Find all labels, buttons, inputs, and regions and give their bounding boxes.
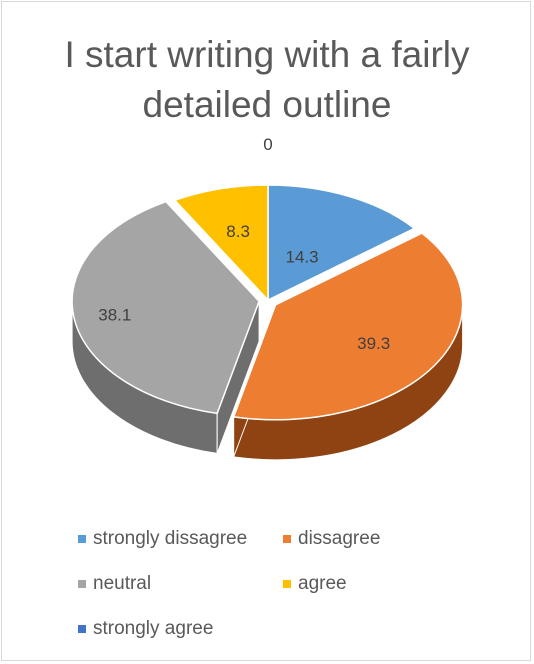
data-label-neutral: 38.1 (98, 306, 131, 325)
pie-data-labels: 14.3 39.3 38.1 8.3 0 (98, 135, 390, 353)
legend-label: strongly dissagree (93, 528, 248, 549)
legend-label: neutral (93, 573, 152, 594)
legend-item-dissagree: dissagree (283, 528, 380, 550)
pie-slice-neutral (71, 200, 260, 415)
data-label-strongly-agree: 0 (263, 135, 272, 154)
legend-item-agree: agree (283, 573, 347, 595)
legend-swatch (78, 535, 86, 543)
legend-swatch (78, 580, 86, 588)
legend-item-strongly-agree: strongly agree (78, 618, 213, 640)
legend-label: dissagree (298, 528, 381, 549)
legend-swatch (283, 580, 291, 588)
pie-slice-agree (173, 184, 269, 302)
chart-title: I start writing with a fairly detailed o… (64, 34, 470, 125)
data-label-dissagree: 39.3 (357, 334, 390, 353)
legend-label: strongly agree (93, 618, 214, 639)
pie-slice-dissagree (232, 232, 464, 421)
pie-slice-strongly-dissagree (267, 184, 416, 302)
data-label-agree: 8.3 (226, 222, 250, 241)
data-label-strongly-dissagree: 14.3 (286, 247, 319, 266)
legend-swatch (78, 625, 86, 633)
legend-item-strongly-dissagree: strongly dissagree (78, 528, 247, 550)
pie-slice-tops (71, 184, 464, 421)
legend-item-neutral: neutral (78, 573, 151, 595)
legend-swatch (283, 535, 291, 543)
legend-label: agree (298, 573, 347, 594)
